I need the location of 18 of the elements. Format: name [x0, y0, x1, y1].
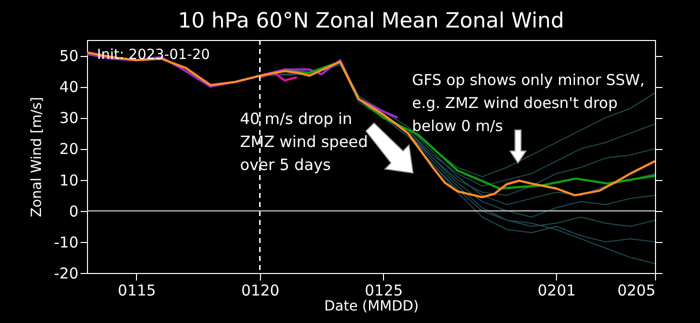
x-tick-label: 0205	[617, 282, 656, 300]
y-tick-label: 10	[59, 171, 78, 190]
y-tick-label: 30	[59, 109, 78, 128]
x-tick-label: 0120	[241, 282, 280, 300]
annotation: 40 m/s drop in ZMZ wind speed over 5 days	[240, 110, 368, 174]
y-axis-title: Zonal Wind [m/s]	[29, 96, 45, 218]
y-tick-label: -20	[54, 264, 78, 282]
y-tick-label: 20	[59, 140, 78, 158]
chart-title: 10 hPa 60°N Zonal Mean Zonal Wind	[178, 8, 564, 32]
y-tick-label: 50	[59, 47, 78, 66]
x-tick-label: 0125	[364, 282, 403, 300]
y-tick-label: -10	[54, 233, 78, 252]
x-tick-label: 0115	[118, 282, 156, 300]
y-tick-label: 40	[59, 78, 78, 96]
x-axis-title: Date (MMDD)	[324, 298, 419, 314]
annotation: GFS op shows only minor SSW, e.g. ZMZ wind doesn't drop below 0 m/s	[412, 71, 645, 135]
y-tick-label: 0	[68, 202, 78, 220]
x-tick-label: 0201	[538, 282, 576, 300]
